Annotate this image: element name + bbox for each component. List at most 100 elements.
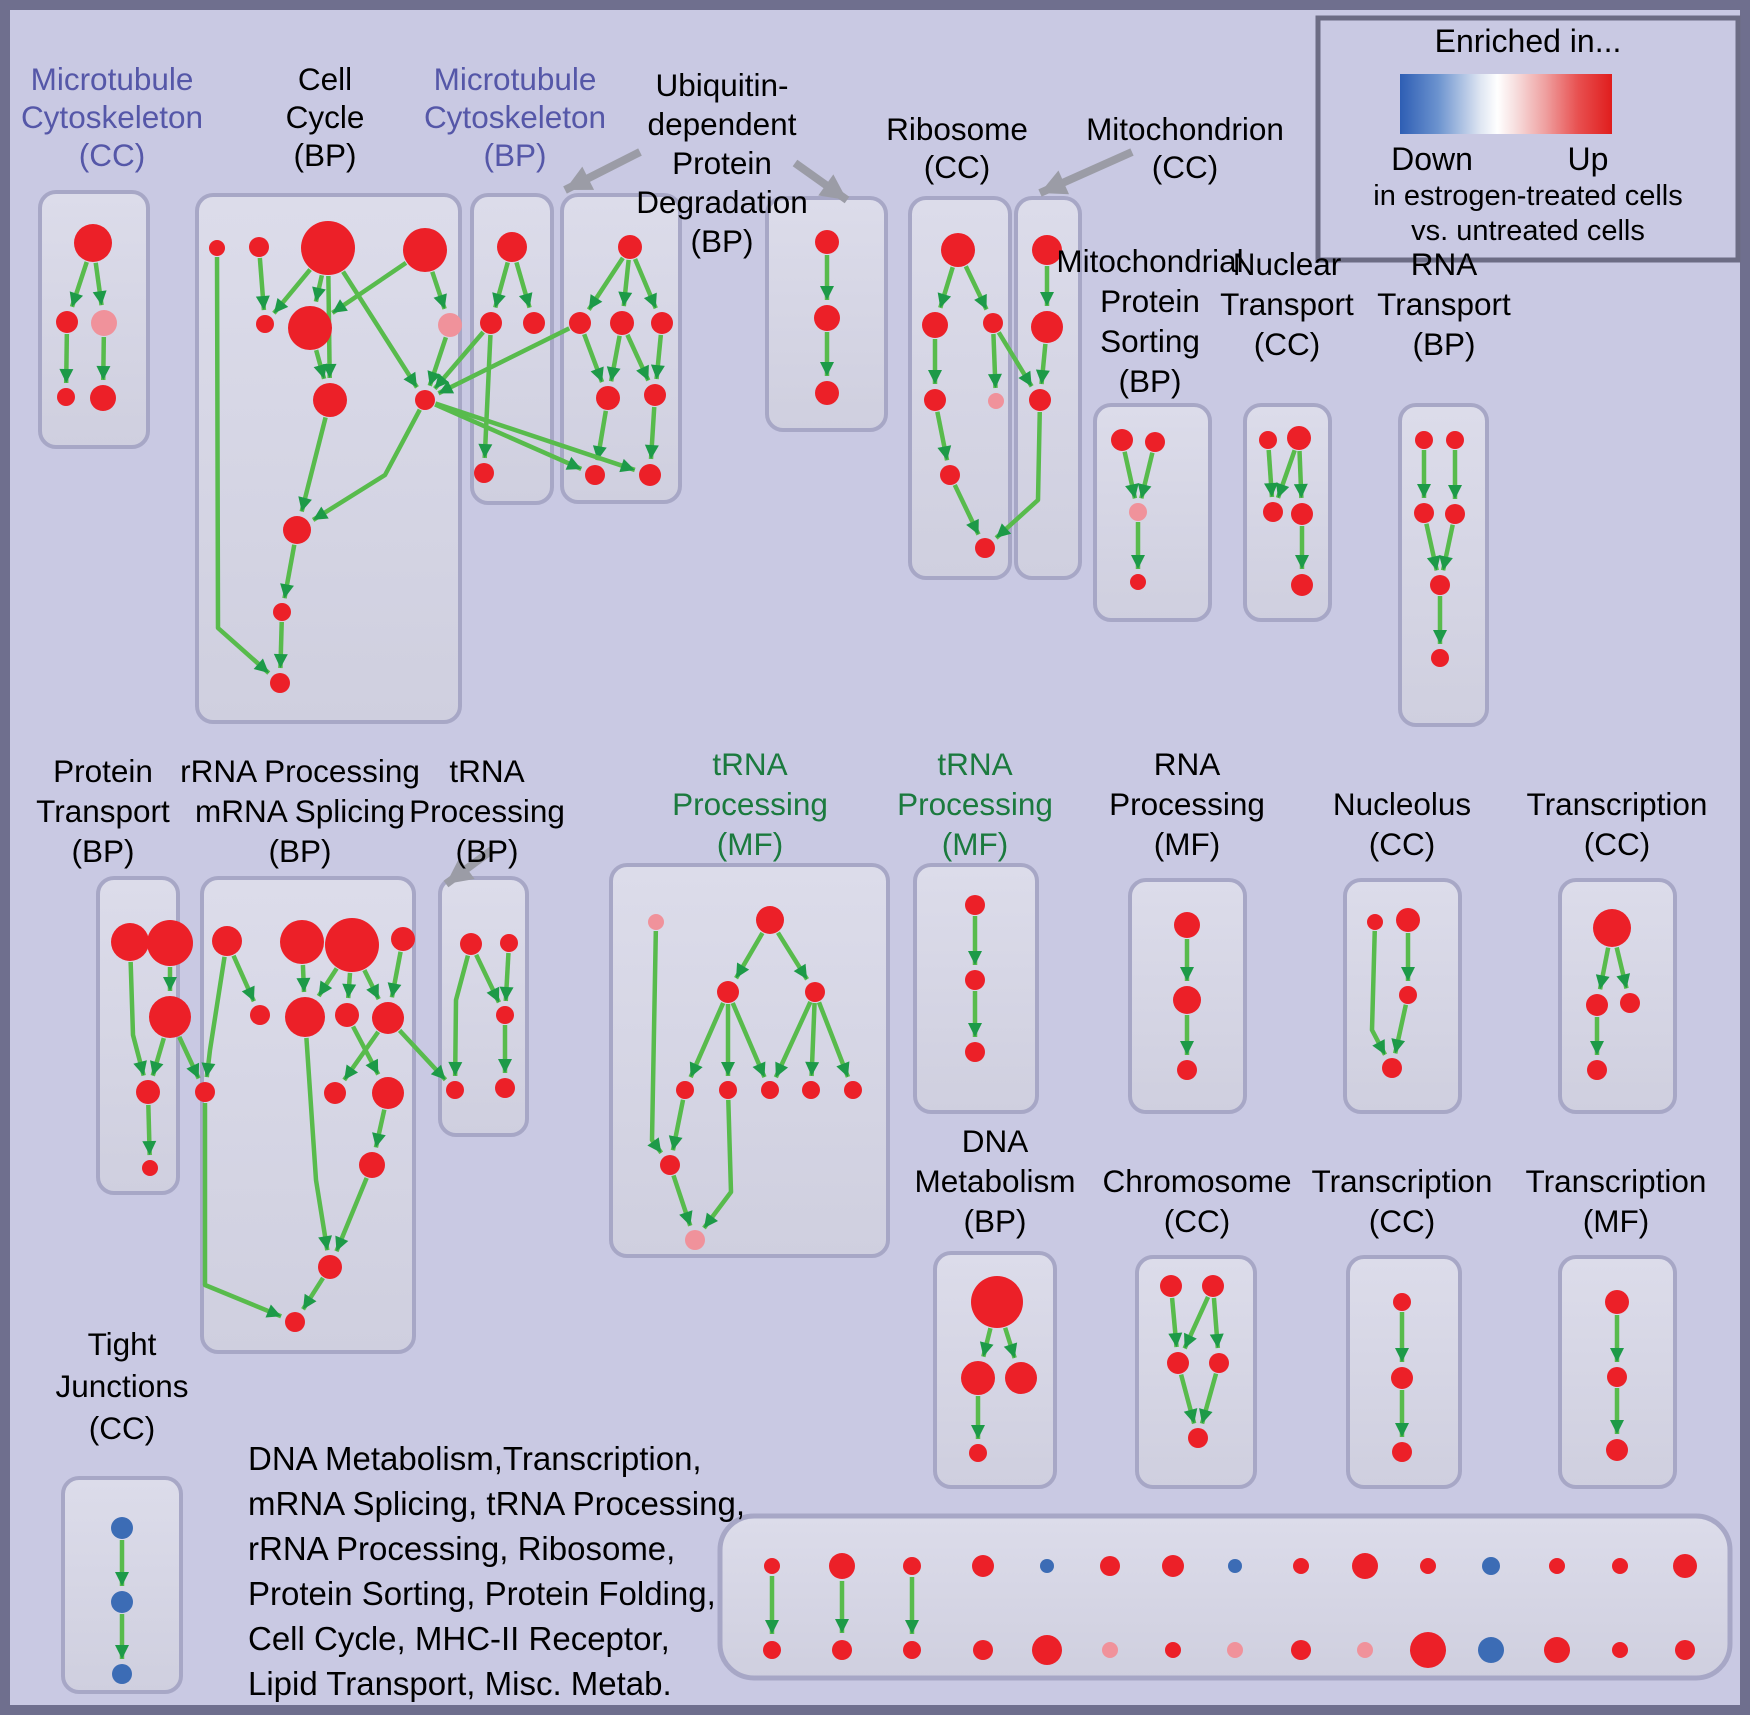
cluster-chromosome-box	[1135, 1255, 1257, 1489]
cluster-nucleolus-node-nb	[1396, 908, 1420, 932]
cluster-nuc_trans-node-nt1	[1259, 431, 1277, 449]
cluster-trans_cc2-label-line-1: (CC)	[1369, 1203, 1435, 1239]
cluster-prot_trans-node-t2	[147, 920, 193, 966]
misc-annotation-line-0: DNA Metabolism,Transcription,	[248, 1440, 702, 1477]
cluster-ribosome-node-rl	[922, 312, 948, 338]
cluster-cell_cycle-label-line-0: Cell	[298, 61, 352, 97]
cluster-mito_cc-node-n3	[1029, 389, 1051, 411]
edge-rrna-H-trna_bp-tbB1	[397, 1028, 448, 1082]
cluster-dna_met-node-d1	[971, 1276, 1023, 1328]
edge-rrna-C-G	[342, 972, 357, 999]
cluster-rrna-node-B	[280, 920, 324, 964]
cluster-rna_trans-node-rt4	[1445, 504, 1465, 524]
bottom-box-top-node-2	[903, 1557, 921, 1575]
cluster-dna_met-node-d3	[1005, 1362, 1037, 1394]
cluster-mt_bp-label-line-2: (BP)	[484, 137, 547, 173]
legend-subtitle-1: in estrogen-treated cells	[1373, 180, 1683, 212]
edge-trans_cc1-T-l	[1595, 947, 1611, 990]
cluster-trans_cc1-node-r	[1620, 993, 1640, 1013]
cluster-mt_cc-node-a	[74, 224, 112, 262]
cluster-rna_proc-label-line-1: Processing	[1109, 786, 1265, 822]
cluster-tight-label-line-0: Tight	[88, 1326, 157, 1362]
edge-ubiq-u5-u6	[592, 410, 609, 461]
misc-annotation-line-1: mRNA Splicing, tRNA Processing,	[248, 1485, 745, 1522]
cluster-cell_cycle-node-p1	[438, 313, 462, 337]
edge-dna_met-d1-d2	[979, 1327, 994, 1358]
cluster-nuc_trans-node-nt5	[1291, 574, 1313, 596]
edge-cell_cycle-c4-c6	[331, 261, 408, 315]
edge-cell_cycle-j-ubiq-u7	[434, 401, 636, 473]
cluster-cell_cycle-node-c3	[301, 221, 355, 275]
cluster-tight-node-j1	[111, 1517, 133, 1539]
edge-prot_trans-ptm-pt3	[150, 1037, 166, 1077]
cluster-rrna-node-F	[285, 997, 325, 1037]
cluster-tight-node-j2	[111, 1591, 133, 1613]
cluster-mito_cc-node-n1	[1032, 235, 1062, 265]
edge-cell_cycle-c1-c10	[214, 256, 271, 675]
cluster-mt_cc-label-line-1: Cytoskeleton	[21, 99, 203, 135]
edge-mt_cc-a-b	[69, 261, 89, 308]
edge-mito_cc-n3-ribosome-r6	[994, 411, 1043, 540]
bottom-box-bottom-node-4	[1032, 1635, 1062, 1665]
edge-mt_cc-c-e	[96, 336, 111, 381]
cluster-prot_trans-node-t1	[111, 923, 149, 961]
cluster-trna_mf1-node-pk1	[648, 914, 664, 930]
cluster-nuc_trans-node-nt4	[1291, 503, 1313, 525]
edge-cell_cycle-c3-c6	[312, 274, 326, 303]
legend-subtitle-2: vs. untreated cells	[1411, 215, 1645, 247]
edge-rrna-I-N	[202, 1103, 282, 1319]
cluster-trans_mf-node-z1	[1605, 1290, 1629, 1314]
cluster-ribosome-node-r6	[975, 538, 995, 558]
layer-text: MicrotubuleCytoskeleton(CC)CellCycle(BP)…	[21, 23, 1708, 1702]
cluster-rrna-node-M	[318, 1255, 342, 1279]
edge-trna_mf1-L2a-x3	[730, 1002, 767, 1079]
cluster-ubiq-node-u7	[639, 464, 661, 486]
bottom-box-bottom-node-11	[1478, 1637, 1504, 1663]
cluster-ubiq-label-line-4: (BP)	[691, 223, 754, 259]
edge-cell_cycle-j-c8	[311, 408, 422, 522]
cluster-prot_trans-label-line-2: (BP)	[72, 833, 135, 869]
cluster-trna_bp-node-tb2	[500, 934, 518, 952]
bottom-box-top-node-3	[972, 1555, 994, 1577]
cluster-trna_mf1-node-L2b	[805, 982, 825, 1002]
edge-rrna-F-M	[304, 1037, 332, 1251]
cluster-mito_sort-label-line-3: (BP)	[1119, 363, 1182, 399]
edge-rrna-H-J	[342, 1030, 381, 1082]
edge-prot_trans-t1-pt3	[128, 961, 147, 1077]
cluster-dna_met-box	[933, 1251, 1057, 1489]
cluster-cell_cycle-node-c1	[209, 240, 225, 256]
cluster-trna_mf2-label-line-2: (MF)	[942, 826, 1008, 862]
cluster-trans_cc1-node-T	[1593, 909, 1631, 947]
edge-rrna-A-E	[231, 954, 256, 1003]
bottom-box-top-node-6	[1162, 1555, 1184, 1577]
cluster-rrna-label-line-0: rRNA Processing	[180, 753, 420, 789]
bottom-box-bottom-node-2	[903, 1641, 921, 1659]
cluster-mt_bp-node-m1	[497, 232, 527, 262]
cluster-tight-label-line-2: (CC)	[89, 1410, 155, 1446]
cluster-trna_mf1-node-pk2	[685, 1230, 705, 1250]
cluster-ubiq-label-line-3: Degradation	[636, 184, 808, 220]
edge-rrna-B-F	[296, 964, 311, 993]
edge-ubiq-u5b-u7	[644, 406, 659, 460]
edge-trna_mf1-L2a-x1	[688, 1002, 726, 1079]
cluster-ubiq-label-line-1: dependent	[648, 106, 797, 142]
bottom-box-top-node-13	[1612, 1558, 1628, 1574]
cluster-chromosome-node-h3	[1167, 1352, 1189, 1374]
edge-trna_mf1-x1-mid	[668, 1099, 686, 1151]
edge-mt_bp-m2-cell_cycle-j	[433, 330, 485, 391]
edge-dna_met-d1-d3	[1002, 1327, 1018, 1359]
edge-mito_cc-n2-n3	[1035, 343, 1050, 385]
misc-annotation-line-5: Lipid Transport, Misc. Metab.	[248, 1665, 672, 1702]
bottom-box-bottom-node-0	[763, 1641, 781, 1659]
edge-mt_bp-m1-m3	[514, 261, 533, 309]
cluster-nucleolus-node-nd	[1382, 1058, 1402, 1078]
cluster-rna_proc-label-line-0: RNA	[1154, 746, 1221, 782]
cluster-trna_bp-label-line-2: (BP)	[456, 833, 519, 869]
bottom-box-top-node-0	[764, 1558, 780, 1574]
cluster-cell_cycle-node-c7	[313, 383, 347, 417]
edge-ubiq-u3-u5b	[625, 333, 651, 382]
bottom-box-bottom-node-3	[973, 1640, 993, 1660]
edge-prot_trans-ptm-rrna-I	[177, 1035, 201, 1080]
edge-nuc_trans-nt2-nt4	[1293, 450, 1308, 499]
